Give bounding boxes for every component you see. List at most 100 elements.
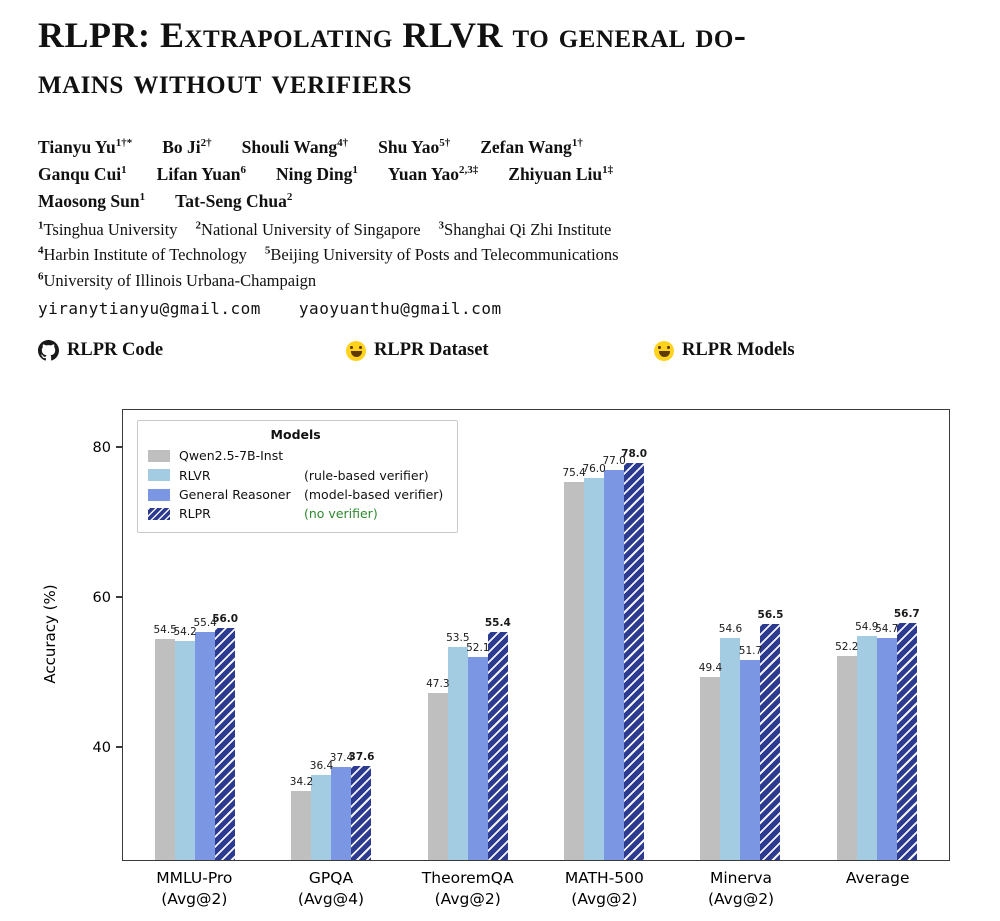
- email-line: yiranytianyu@gmail.com yaoyuanthu@gmail.c…: [38, 299, 962, 318]
- legend-entry-general-reasoner: General Reasoner (model-based verifier): [148, 485, 443, 504]
- huggingface-icon: [346, 340, 366, 361]
- bar-value-label: 37.6: [348, 750, 375, 763]
- bar-group-theoremqa: 47.3 53.5 52.1 55.4: [400, 410, 536, 861]
- email-yiranytianyu-gmail-com: yiranytianyu@gmail.com: [38, 299, 261, 319]
- bar-value-label: 56.0: [212, 612, 239, 625]
- legend-title: Models: [270, 427, 321, 443]
- affiliation-row: 4Harbin Institute of Technology 5Beijing …: [38, 243, 962, 268]
- chart-legend: Models Qwen2.5-7B-Inst RLVR (rule-based ve…: [137, 420, 459, 533]
- legend-swatch: [148, 449, 170, 462]
- bar-value-label: 52.2: [835, 641, 859, 654]
- bar-value-label: 51.7: [738, 645, 763, 658]
- y-tick-label-80: 80: [92, 439, 111, 456]
- bar-qwen2-5-7b-inst-mmlu-pro: 54.5: [153, 624, 177, 861]
- bar-value-label: 54.5: [153, 624, 177, 637]
- bar-rlvr-mmlu-pro: 54.2: [173, 626, 197, 861]
- legend-swatch: [148, 488, 170, 501]
- bar-rlvr-math-500: 76.0: [582, 463, 606, 861]
- author-row: Tianyu Yu1†* Bo Ji2† Shouli Wang4† Shu Yao5…: [38, 134, 962, 161]
- author-ning-ding: Ning Ding1: [276, 164, 358, 185]
- bar-value-label: 78.0: [621, 447, 648, 460]
- bar-value-label: 36.4: [309, 759, 334, 772]
- bar-rlvr-theoremqa: 53.5: [446, 632, 470, 861]
- affiliation-harbin-institute-of-technology: 4Harbin Institute of Technology: [38, 244, 247, 265]
- bar-general-reasoner-gpqa: 37.4: [330, 752, 353, 861]
- x-axis-labels: MMLU-Pro (Avg@2) GPQA (Avg@4) TheoremQA (Avg@…: [122, 868, 950, 910]
- legend-entry-qwen2-5-7b-inst: Qwen2.5-7B-Inst: [148, 446, 443, 465]
- affiliation-tsinghua-university: 1Tsinghua University: [38, 219, 178, 240]
- huggingface-icon: [654, 340, 674, 361]
- y-tick-mark: [116, 746, 123, 748]
- bar-general-reasoner-average: 54.7: [875, 623, 898, 861]
- affiliation-block: 1Tsinghua University 2National University…: [38, 218, 962, 294]
- bar-value-label: 54.2: [173, 626, 197, 639]
- author-bo-ji: Bo Ji2†: [162, 137, 212, 158]
- bar-group-average: 52.2 54.9 54.7 56.7: [809, 410, 945, 861]
- affiliation-beijing-university-of-posts-and-telecommunications: 5Beijing University of Posts and Telecom…: [264, 244, 619, 265]
- bar-general-reasoner-mmlu-pro: 55.4: [193, 617, 217, 861]
- bar-value-label: 47.3: [426, 678, 450, 691]
- title-line-2: mains without verifiers: [38, 61, 413, 102]
- bar-value-label: 56.7: [893, 607, 920, 620]
- bar-value-label: 37.4: [329, 752, 354, 765]
- bar-value-label: 52.1: [466, 642, 490, 655]
- bar-value-label: 56.5: [757, 609, 784, 622]
- bar-value-label: 53.5: [446, 631, 470, 644]
- author-zhiyuan-liu: Zhiyuan Liu1‡: [508, 164, 614, 185]
- bar-value-label: 54.7: [875, 622, 899, 635]
- bar-qwen2-5-7b-inst-theoremqa: 47.3: [426, 678, 450, 861]
- title-line-1: RLPR: Extrapolating RLVR to general do-: [38, 15, 747, 55]
- bar-value-label: 54.6: [718, 623, 743, 636]
- bar-qwen2-5-7b-inst-minerva: 49.4: [699, 662, 722, 861]
- bar-value-label: 49.4: [698, 662, 723, 675]
- author-tianyu-yu: Tianyu Yu1†*: [38, 137, 133, 158]
- resource-links: RLPR Code RLPR Dataset RLPR Models: [38, 340, 962, 361]
- bar-general-reasoner-minerva: 51.7: [739, 645, 762, 861]
- bar-group-minerva: 49.4 54.6 51.7 56.5: [672, 410, 808, 861]
- author-yuan-yao: Yuan Yao2,3‡: [387, 164, 479, 185]
- bar-value-label: 75.4: [562, 467, 586, 480]
- bar-value-label: 34.2: [289, 776, 314, 789]
- x-label-theoremqa: TheoremQA (Avg@2): [421, 869, 514, 909]
- legend-series-name: RLVR: [179, 467, 211, 483]
- affiliation-shanghai-qi-zhi-institute: 3Shanghai Qi Zhi Institute: [438, 219, 612, 240]
- link-label: RLPR Code: [67, 340, 164, 361]
- bar-value-label: 55.4: [193, 617, 217, 630]
- affiliation-row: 1Tsinghua University 2National University…: [38, 218, 962, 243]
- plot-area: 54.5 54.2 55.4 56.0 34.2 36.4 37.4 37.6 47.3 53.5…: [93, 409, 950, 862]
- link-rlpr-dataset[interactable]: RLPR Dataset: [346, 340, 654, 361]
- legend-series-name: Qwen2.5-7B-Inst: [179, 448, 284, 464]
- y-tick-label-60: 60: [92, 589, 111, 606]
- bar-rlpr-minerva: 56.5: [758, 609, 783, 861]
- bar-general-reasoner-theoremqa: 52.1: [466, 642, 490, 861]
- link-rlpr-code[interactable]: RLPR Code: [38, 340, 346, 361]
- y-tick-label-40: 40: [92, 739, 111, 756]
- y-tick-mark: [116, 596, 123, 598]
- author-block: Tianyu Yu1†* Bo Ji2† Shouli Wang4† Shu Yao5…: [38, 134, 962, 215]
- link-rlpr-models[interactable]: RLPR Models: [654, 340, 962, 361]
- author-shu-yao: Shu Yao5†: [378, 137, 451, 158]
- bar-value-label: 55.4: [484, 617, 511, 630]
- bar-value-label: 54.9: [855, 621, 879, 634]
- author-shouli-wang: Shouli Wang4†: [241, 137, 349, 158]
- author-maosong-sun: Maosong Sun1: [38, 191, 146, 212]
- bar-rlvr-average: 54.9: [855, 621, 878, 861]
- email-yaoyuanthu-gmail-com: yaoyuanthu@gmail.com: [298, 299, 502, 319]
- legend-entry-rlpr: RLPR (no verifier): [148, 504, 443, 523]
- bar-qwen2-5-7b-inst-math-500: 75.4: [562, 467, 586, 861]
- affiliation-row: 6University of Illinois Urbana-Champaign: [38, 268, 962, 293]
- bar-rlpr-math-500: 78.0: [621, 448, 647, 861]
- y-axis-label: Accuracy (%): [41, 584, 59, 684]
- legend-series-name: RLPR: [179, 506, 211, 522]
- bar-rlvr-minerva: 54.6: [719, 623, 742, 861]
- author-row: Maosong Sun1 Tat-Seng Chua2: [38, 188, 962, 215]
- legend-series-name: General Reasoner: [179, 487, 291, 503]
- x-label-mmlu-pro: MMLU-Pro (Avg@2): [156, 869, 233, 909]
- affiliation-university-of-illinois-urbana-champaign: 6University of Illinois Urbana-Champaign: [38, 270, 317, 290]
- legend-swatch: [148, 508, 170, 521]
- bar-rlpr-theoremqa: 55.4: [485, 617, 511, 861]
- github-icon: [38, 340, 59, 361]
- legend-swatch: [148, 469, 170, 482]
- bar-qwen2-5-7b-inst-gpqa: 34.2: [290, 776, 313, 861]
